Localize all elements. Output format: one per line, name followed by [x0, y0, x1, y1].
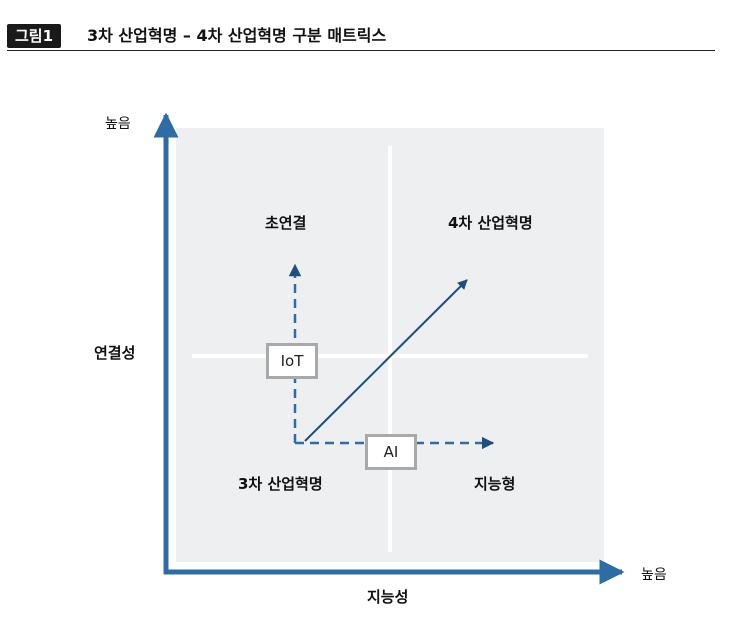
quadrant-label-top-left: 초연결 [265, 214, 307, 232]
y-axis-label: 연결성 [94, 344, 136, 362]
x-axis-high-label: 높음 [641, 567, 667, 583]
y-axis-high-label: 높음 [105, 116, 131, 132]
transition-arrow [304, 279, 468, 442]
x-axis-label: 지능성 [367, 588, 409, 606]
iot-tag: IoT [266, 343, 318, 379]
figure-number-badge: 그림1 [7, 24, 62, 48]
ai-tag: AI [365, 434, 417, 470]
quadrant-label-bottom-right: 지능형 [474, 475, 516, 493]
quadrant-label-bottom-left: 3차 산업혁명 [238, 475, 323, 493]
figure-title: 3차 산업혁명 – 4차 산업혁명 구분 매트릭스 [87, 26, 387, 45]
quadrant-label-top-right: 4차 산업혁명 [448, 214, 533, 232]
figure-header: 그림1 3차 산업혁명 – 4차 산업혁명 구분 매트릭스 [7, 24, 715, 51]
